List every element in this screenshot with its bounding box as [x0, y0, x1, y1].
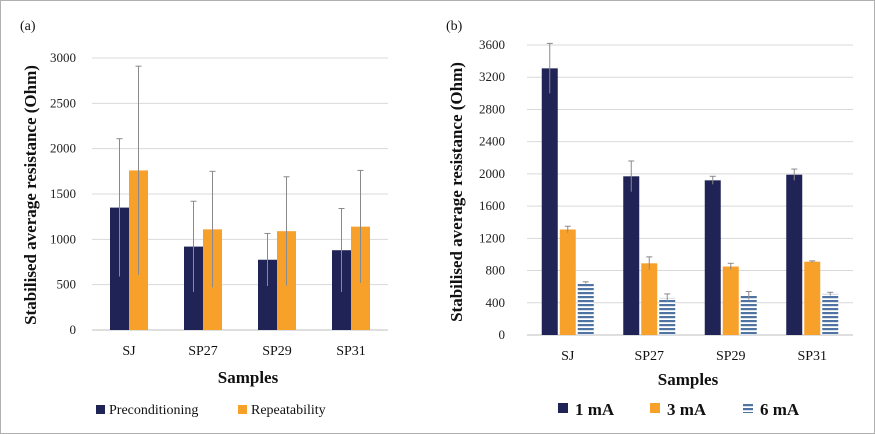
- panel-a-y-tick-label: 0: [70, 322, 77, 337]
- panel-a-x-axis-title: Samples: [218, 368, 279, 387]
- panel-a-bar-preconditioning-sp29: [258, 259, 277, 330]
- panel-a-x-tick-label: SP27: [188, 344, 218, 359]
- panel-b-bar-3-ma-sp29: [722, 266, 739, 335]
- panel-b-y-axis-title: Stabilised average resistance (Ohm): [447, 62, 466, 322]
- panel-b-y-tick-label: 400: [486, 295, 506, 310]
- panel-b-bar-1-ma-sp27: [623, 176, 640, 335]
- panel-b-y-tick-label: 2400: [479, 134, 505, 149]
- panel-b-bar-1-ma-sp29: [704, 180, 721, 335]
- panel-a-x-tick-label: SP29: [262, 344, 292, 359]
- panel-a-x-tick-label: SJ: [122, 344, 136, 359]
- panel-a-legend: Preconditioning Repeatability: [96, 403, 326, 418]
- panel-b-y-tick-label: 1600: [479, 198, 505, 213]
- panel-a-label: (a): [20, 19, 36, 34]
- panel-b-x-tick-label: SP27: [634, 349, 664, 364]
- legend-label-6ma: 6 mA: [760, 400, 800, 419]
- panel-b-y-tick-label: 2000: [479, 166, 505, 181]
- panel-b-bar-6-ma-sp31: [822, 293, 839, 335]
- legend-label-3ma: 3 mA: [667, 400, 707, 419]
- panel-b-bar-6-ma-sj: [577, 282, 594, 335]
- panel-a-y-tick-label: 500: [57, 277, 77, 292]
- panel-a-x-tick-label: SP31: [336, 344, 366, 359]
- panel-b-label: (b): [446, 19, 463, 34]
- panel-b-y-tick-label: 3600: [479, 37, 505, 52]
- legend-swatch-repeatability: [238, 405, 247, 414]
- panel-a-y-tick-label: 1500: [50, 186, 76, 201]
- panel-b-y-tick-label: 1200: [479, 230, 505, 245]
- legend-label-repeatability: Repeatability: [251, 403, 326, 418]
- panel-b-bar-1-ma-sp31: [786, 174, 803, 335]
- panel-b-y-tick-label: 0: [499, 327, 506, 342]
- panel-b-bar-1-ma-sj: [541, 68, 558, 335]
- legend-swatch-preconditioning: [96, 405, 105, 414]
- panel-b-x-tick-label: SP31: [797, 349, 827, 364]
- legend-label-preconditioning: Preconditioning: [109, 403, 198, 418]
- panel-b-x-tick-label: SJ: [561, 349, 575, 364]
- legend-swatch-3ma: [650, 403, 660, 413]
- panel-a-y-tick-label: 3000: [50, 50, 76, 65]
- panel-a-y-tick-label: 2500: [50, 95, 76, 110]
- panel-b-bar-3-ma-sp31: [804, 261, 821, 335]
- panel-b-x-axis-title: Samples: [658, 370, 719, 389]
- panel-a-y-tick-label: 1000: [50, 231, 76, 246]
- panel-b: (b) Stabilised average resistance (Ohm) …: [446, 19, 853, 419]
- panel-b-legend: 1 mA 3 mA 6 mA: [558, 400, 800, 419]
- panel-b-bar-6-ma-sp29: [740, 295, 757, 335]
- panel-a-y-tick-label: 2000: [50, 141, 76, 156]
- legend-swatch-6ma: [743, 403, 753, 413]
- panel-b-plot: 0 400 800 1200 1600 2000 2400 2800 3200 3600 SJ SP2…: [479, 37, 853, 364]
- panel-b-y-tick-label: 3200: [479, 69, 505, 84]
- panel-b-bar-3-ma-sp27: [641, 263, 658, 335]
- panel-a-plot: 0 500 1000 1500 2000 2500 3000 SJ SP27 SP29 SP31: [50, 50, 388, 359]
- legend-swatch-1ma: [558, 403, 568, 413]
- legend-label-1ma: 1 mA: [575, 400, 615, 419]
- panel-b-x-tick-label: SP29: [716, 349, 746, 364]
- panel-b-bar-6-ma-sp27: [659, 297, 676, 335]
- panel-a: (a) Stabilised average resistance (Ohm) …: [20, 19, 388, 418]
- panel-b-y-tick-label: 800: [486, 263, 506, 278]
- panel-b-bar-3-ma-sj: [559, 229, 576, 335]
- panel-a-y-axis-title: Stabilised average resistance (Ohm): [21, 65, 40, 325]
- panel-b-y-tick-label: 2800: [479, 101, 505, 116]
